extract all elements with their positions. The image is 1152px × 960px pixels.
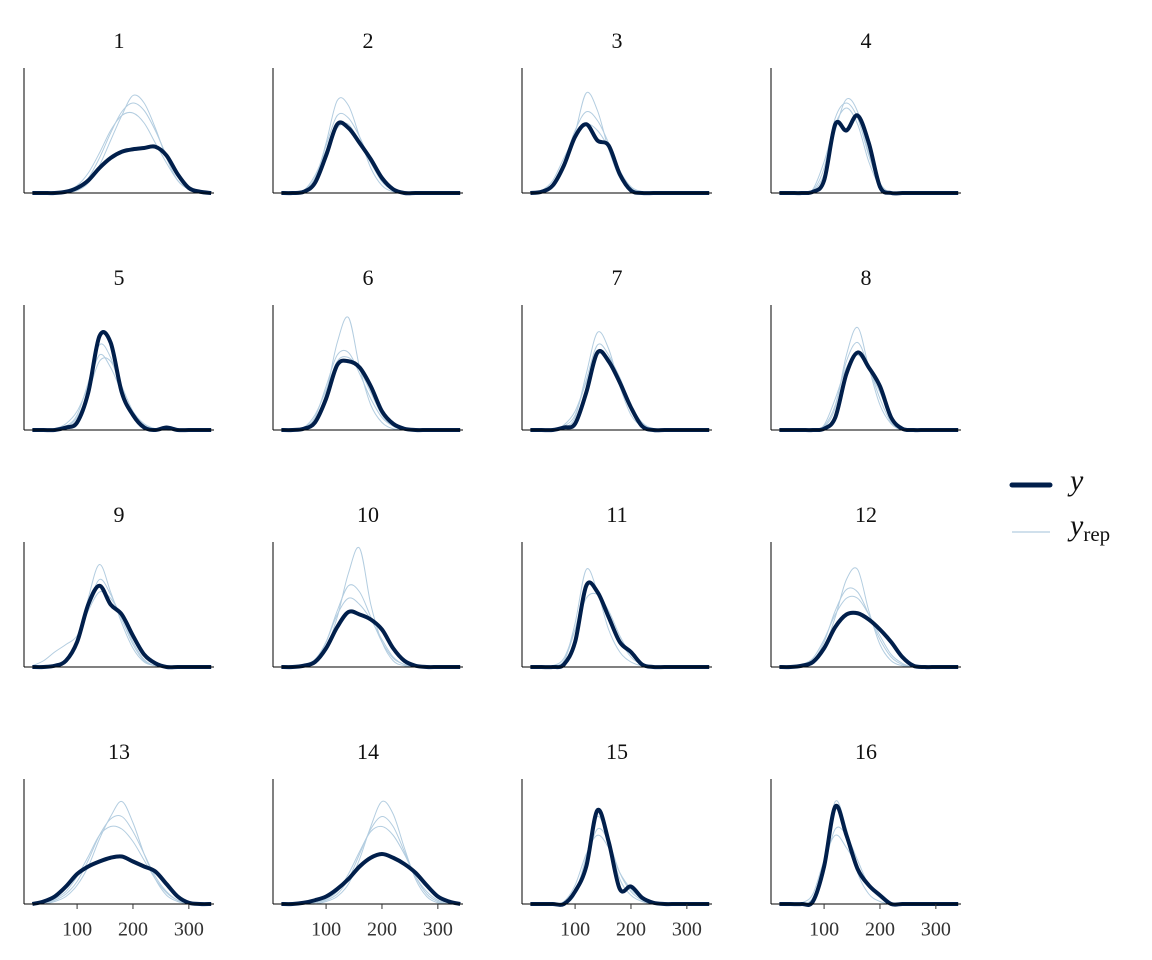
density-line xyxy=(779,610,959,670)
density-line xyxy=(281,584,461,668)
panel-title: 8 xyxy=(861,265,872,290)
panel-title: 2 xyxy=(363,28,374,53)
density-line xyxy=(530,568,710,668)
density-line xyxy=(779,803,959,907)
density-line xyxy=(779,341,959,432)
density-line xyxy=(32,583,212,670)
panel-title: 16 xyxy=(855,739,877,764)
density-line xyxy=(530,348,710,433)
panel-title: 14 xyxy=(357,739,379,764)
legend-label-main: y xyxy=(1067,509,1084,542)
density-line xyxy=(32,144,212,196)
x-tick-label: 100 xyxy=(62,919,92,941)
density-line xyxy=(32,590,212,668)
density-line xyxy=(281,112,461,194)
legend-label-sub: rep xyxy=(1083,522,1110,546)
panel-title: 11 xyxy=(606,502,627,527)
density-line xyxy=(530,122,710,196)
density-line xyxy=(281,120,461,196)
density-line xyxy=(779,587,959,668)
density-line xyxy=(530,352,710,431)
density-line xyxy=(281,597,461,668)
panel-title: 9 xyxy=(114,502,125,527)
density-line xyxy=(530,582,710,668)
density-line xyxy=(779,326,959,431)
density-line xyxy=(281,316,461,431)
panel-title: 10 xyxy=(357,502,379,527)
panel-title: 15 xyxy=(606,739,628,764)
density-line xyxy=(530,592,710,668)
x-tick-label: 300 xyxy=(423,919,453,941)
x-tick-label: 200 xyxy=(367,919,397,941)
density-line xyxy=(32,94,212,194)
x-tick-label: 200 xyxy=(616,919,646,941)
density-line xyxy=(281,356,461,431)
density-line xyxy=(281,546,461,668)
density-line xyxy=(32,330,212,433)
x-tick-label: 300 xyxy=(921,919,951,941)
panel-title: 13 xyxy=(108,739,130,764)
legend-label: y xyxy=(1067,464,1084,497)
density-line xyxy=(281,825,461,905)
density-line xyxy=(779,107,959,194)
density-line xyxy=(530,580,710,670)
x-tick-label: 200 xyxy=(118,919,148,941)
panel-title: 3 xyxy=(612,28,623,53)
density-line xyxy=(281,852,461,907)
panel-title: 7 xyxy=(612,265,623,290)
panel-title: 4 xyxy=(861,28,872,53)
density-line xyxy=(32,825,212,905)
x-tick-label: 300 xyxy=(174,919,204,941)
density-line xyxy=(779,800,959,905)
legend-label: yrep xyxy=(1067,509,1110,546)
density-line xyxy=(779,595,959,668)
density-line xyxy=(281,800,461,905)
panel-title: 5 xyxy=(114,265,125,290)
x-tick-label: 300 xyxy=(672,919,702,941)
density-line xyxy=(31,854,212,907)
x-tick-label: 100 xyxy=(311,919,341,941)
panel-title: 1 xyxy=(114,28,125,53)
density-line xyxy=(281,358,461,433)
density-line xyxy=(779,826,959,905)
x-tick-label: 100 xyxy=(809,919,839,941)
density-line xyxy=(530,827,710,905)
density-line xyxy=(32,800,212,905)
density-line xyxy=(281,609,461,670)
x-tick-label: 200 xyxy=(865,919,895,941)
density-line xyxy=(530,123,710,194)
density-line xyxy=(281,97,461,194)
density-line xyxy=(530,834,710,905)
panel-title: 6 xyxy=(363,265,374,290)
density-line xyxy=(779,350,959,433)
density-line xyxy=(530,807,710,907)
x-tick-label: 100 xyxy=(560,919,590,941)
panel-title: 12 xyxy=(855,502,877,527)
